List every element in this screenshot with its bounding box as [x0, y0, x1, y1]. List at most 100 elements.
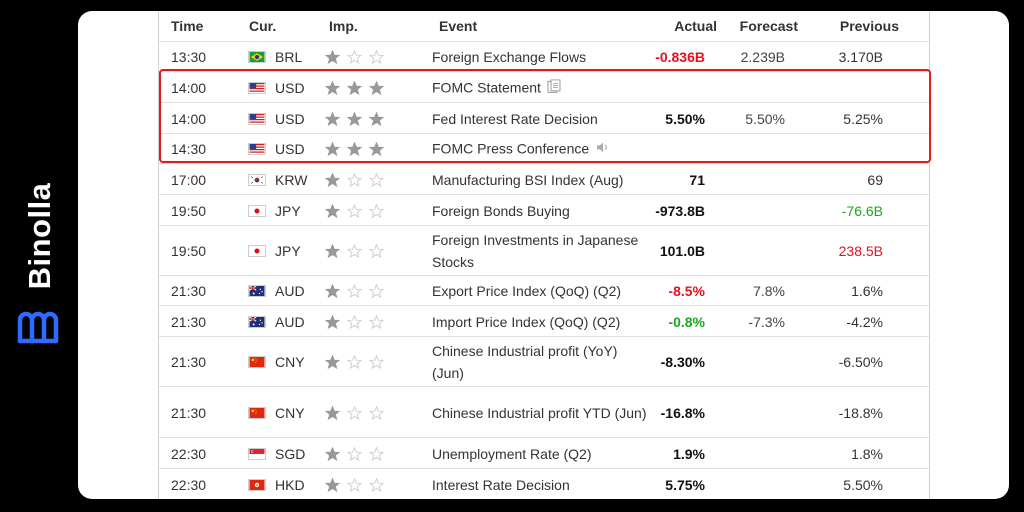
hong-kong-flag-icon [248, 478, 266, 491]
header-forecast: Forecast [739, 18, 798, 34]
south-korea-flag-icon [248, 173, 266, 186]
row-currency: USD [275, 110, 305, 127]
row-previous: 5.50% [843, 476, 883, 493]
economic-calendar-table: Time Cur. Imp. Event Actual Forecast Pre… [158, 11, 931, 499]
header-time: Time [171, 18, 204, 34]
star-filled-icon [325, 446, 340, 461]
importance-stars [325, 446, 385, 461]
row-time: 17:00 [171, 171, 207, 188]
row-previous: 1.8% [851, 445, 883, 462]
importance-stars [325, 172, 385, 187]
star-empty-icon [369, 50, 384, 64]
star-empty-icon [347, 446, 362, 461]
binolla-logo-icon [17, 311, 59, 344]
china-flag-icon [248, 356, 266, 368]
row-event[interactable]: Import Price Index (QoQ) (Q2) [432, 311, 652, 333]
row-previous: 69 [867, 171, 883, 188]
table-row[interactable]: 21:30 AUD Import Price Index (QoQ) (Q2) -0.… [159, 305, 929, 337]
singapore-flag-icon [248, 447, 266, 460]
row-time: 14:00 [171, 79, 207, 96]
row-actual: 101.0B [659, 243, 705, 259]
row-time: 21:30 [171, 404, 207, 421]
row-currency: JPY [275, 202, 301, 219]
star-empty-icon [347, 244, 362, 258]
row-time: 19:50 [171, 243, 207, 259]
star-filled-icon [325, 355, 340, 369]
row-event[interactable]: Foreign Investments in Japanese Stocks [432, 229, 652, 273]
star-filled-icon [325, 477, 340, 492]
row-time: 21:30 [171, 283, 207, 299]
row-event[interactable]: Chinese Industrial profit YTD (Jun) [432, 402, 652, 424]
row-actual: 71 [689, 171, 705, 188]
table-row[interactable]: 21:30 CNY Chinese Industrial profit (YoY) … [159, 336, 929, 387]
row-currency: USD [275, 141, 305, 157]
event-name: Fed Interest Rate Decision [432, 110, 598, 127]
speaker-icon[interactable] [595, 139, 609, 161]
importance-stars [325, 111, 385, 126]
event-name: FOMC Press Conference [432, 140, 590, 157]
row-time: 22:30 [171, 445, 207, 462]
row-time: 19:50 [171, 202, 207, 219]
japan-flag-icon [248, 245, 266, 257]
table-row[interactable]: 21:30 AUD Export Price Index (QoQ) (Q2) -8.… [159, 275, 929, 306]
row-actual: -8.5% [668, 283, 705, 299]
star-empty-icon [369, 446, 384, 461]
row-forecast: -7.3% [748, 313, 785, 330]
event-name: Foreign Exchange Flows [432, 49, 587, 65]
brand-sidebar: Binolla [0, 0, 78, 512]
table-row[interactable]: 21:30 CNY Chinese Industrial profit YTD (J… [159, 386, 929, 438]
row-actual: 5.75% [665, 476, 705, 493]
row-event[interactable]: Export Price Index (QoQ) (Q2) [432, 280, 652, 302]
table-row[interactable]: 19:50 JPY Foreign Investments in Japanese … [159, 225, 929, 276]
table-row[interactable]: 19:50 JPY Foreign Bonds Buying -973.8B -76.6… [159, 194, 929, 226]
table-row[interactable]: 22:30 HKD Interest Rate Decision 5.75% 5.50% [159, 468, 929, 499]
importance-stars [325, 203, 385, 218]
table-row[interactable]: 22:30 SGD Unemployment Rate (Q2) 1.9% 1.8% [159, 437, 929, 469]
importance-stars [325, 355, 385, 369]
importance-stars [325, 405, 385, 420]
row-event[interactable]: Foreign Exchange Flows [432, 46, 652, 68]
star-filled-icon [325, 314, 340, 329]
table-row[interactable]: 14:00 USD Fed Interest Rate Decision 5.50% 5… [159, 102, 929, 134]
row-actual: -16.8% [660, 404, 705, 421]
row-event[interactable]: FOMC Press Conference [432, 137, 652, 160]
table-row[interactable]: 13:30 BRL Foreign Exchange Flows -0.836B 2.2… [159, 41, 929, 72]
row-event[interactable]: Manufacturing BSI Index (Aug) [432, 169, 652, 191]
row-time: 21:30 [171, 354, 207, 370]
document-icon[interactable] [547, 77, 561, 99]
row-event[interactable]: Unemployment Rate (Q2) [432, 443, 652, 465]
usa-flag-icon [248, 112, 266, 125]
row-event[interactable]: Fed Interest Rate Decision [432, 108, 652, 130]
row-event[interactable]: Interest Rate Decision [432, 474, 652, 496]
star-empty-icon [369, 203, 384, 218]
row-previous: 5.25% [843, 110, 883, 127]
row-currency: USD [275, 79, 305, 96]
row-previous: 3.170B [838, 49, 883, 65]
row-previous: -4.2% [846, 313, 883, 330]
star-empty-icon [347, 172, 362, 187]
star-filled-icon [325, 172, 340, 187]
japan-flag-icon [248, 204, 266, 217]
table-row[interactable]: 14:00 USD FOMC Statement [159, 71, 929, 103]
row-currency: JPY [275, 243, 301, 259]
star-filled-icon [325, 111, 340, 126]
row-actual: -0.836B [655, 49, 705, 65]
usa-flag-icon [248, 81, 266, 94]
event-name: Foreign Bonds Buying [432, 202, 570, 219]
row-event[interactable]: FOMC Statement [432, 76, 652, 99]
event-name: Chinese Industrial profit YTD (Jun) [432, 404, 647, 421]
table-row[interactable]: 17:00 KRW Manufacturing BSI Index (Aug) 71 6… [159, 163, 929, 195]
star-filled-icon [325, 50, 340, 64]
row-event[interactable]: Foreign Bonds Buying [432, 200, 652, 222]
star-filled-icon [347, 80, 362, 95]
row-event[interactable]: Chinese Industrial profit (YoY) (Jun) [432, 340, 652, 384]
brazil-flag-icon [248, 51, 266, 63]
star-filled-icon [347, 111, 362, 126]
star-filled-icon [325, 142, 340, 156]
star-empty-icon [347, 50, 362, 64]
importance-stars [325, 50, 385, 64]
header-currency: Cur. [249, 18, 277, 34]
importance-stars [325, 284, 385, 298]
row-currency: HKD [275, 476, 305, 493]
table-row[interactable]: 14:30 USD FOMC Press Conference [159, 133, 929, 164]
